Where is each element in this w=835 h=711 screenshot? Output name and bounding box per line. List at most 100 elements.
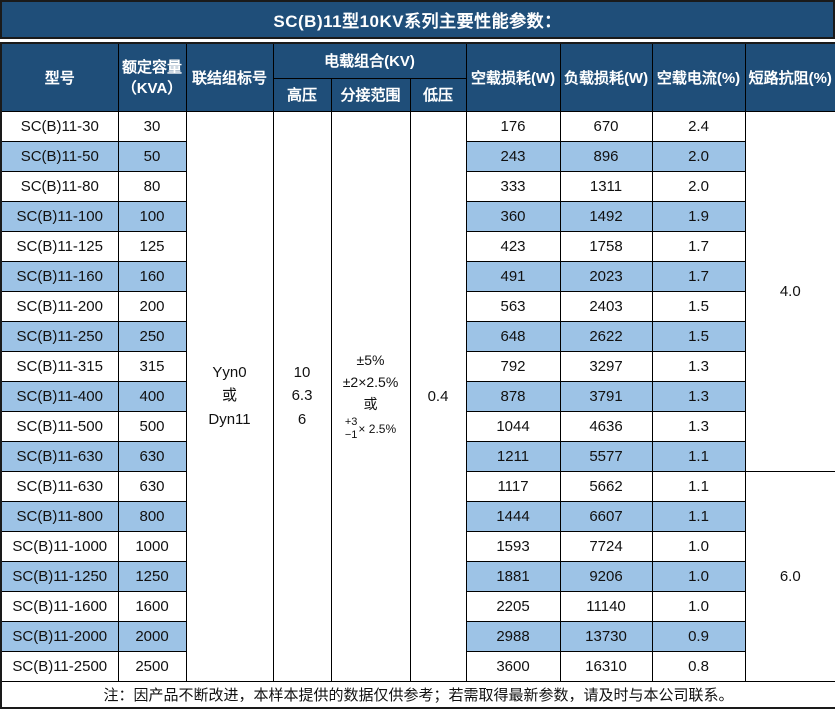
capacity-cell: 2000 (117, 620, 187, 652)
table-row: SC(B)11-1250 1250 1881 9206 1.0 (0, 560, 835, 592)
no-load-current-cell: 1.3 (651, 380, 746, 412)
capacity-cell: 200 (117, 290, 187, 322)
capacity-cell: 630 (117, 470, 187, 502)
load-loss-cell: 3297 (559, 350, 653, 382)
capacity-cell: 1000 (117, 530, 187, 562)
col-header-lv: 低压 (409, 77, 467, 112)
no-load-current-cell: 1.7 (651, 260, 746, 292)
hv-cell: 10 6.3 6 (272, 110, 332, 682)
model-cell: SC(B)11-50 (0, 140, 119, 172)
no-load-current-cell: 1.3 (651, 350, 746, 382)
model-cell: SC(B)11-1600 (0, 590, 119, 622)
model-cell: SC(B)11-250 (0, 320, 119, 352)
model-cell: SC(B)11-800 (0, 500, 119, 532)
capacity-cell: 100 (117, 200, 187, 232)
model-cell: SC(B)11-200 (0, 290, 119, 322)
footer-row: 注：因产品不断改进，本样本提供的数据仅供参考；若需取得最新参数，请及时与本公司联… (0, 680, 835, 709)
no-load-loss-cell: 1444 (465, 500, 561, 532)
capacity-cell: 250 (117, 320, 187, 352)
capacity-cell: 125 (117, 230, 187, 262)
no-load-current-cell: 1.0 (651, 590, 746, 622)
load-loss-cell: 1492 (559, 200, 653, 232)
load-loss-cell: 896 (559, 140, 653, 172)
table-row: SC(B)11-800 800 1444 6607 1.1 (0, 500, 835, 532)
no-load-loss-cell: 563 (465, 290, 561, 322)
no-load-current-cell: 1.0 (651, 560, 746, 592)
table-row: SC(B)11-500 500 1044 4636 1.3 (0, 410, 835, 442)
tap-range-line: ±5% (356, 352, 385, 369)
model-cell: SC(B)11-160 (0, 260, 119, 292)
tap-range-stacked: +3 −1 × 2.5% (334, 416, 408, 441)
capacity-cell: 80 (117, 170, 187, 202)
col-header-tap-range: 分接范围 (330, 77, 411, 112)
no-load-loss-cell: 648 (465, 320, 561, 352)
no-load-current-cell: 1.1 (651, 440, 746, 472)
no-load-current-cell: 2.0 (651, 170, 746, 202)
no-load-current-cell: 1.1 (651, 500, 746, 532)
col-header-capacity-line2: （KVA） (121, 80, 183, 98)
load-loss-cell: 16310 (559, 650, 653, 682)
tap-range-line: 或 (363, 395, 378, 412)
model-cell: SC(B)11-400 (0, 380, 119, 412)
impedance-cell: 4.0 (744, 110, 835, 472)
col-header-model: 型号 (0, 42, 119, 112)
col-header-no-load-current: 空载电流(%) (651, 42, 746, 112)
load-loss-cell: 1758 (559, 230, 653, 262)
capacity-cell: 800 (117, 500, 187, 532)
capacity-cell: 1250 (117, 560, 187, 592)
model-cell: SC(B)11-630 (0, 440, 119, 472)
no-load-loss-cell: 878 (465, 380, 561, 412)
no-load-loss-cell: 3600 (465, 650, 561, 682)
model-cell: SC(B)11-80 (0, 170, 119, 202)
load-loss-cell: 2622 (559, 320, 653, 352)
no-load-current-cell: 0.9 (651, 620, 746, 652)
header-row-top: 型号 额定容量 （KVA） 联结组标号 电载组合(KV) 空载损耗(W) 负载损… (0, 42, 835, 112)
no-load-loss-cell: 1117 (465, 470, 561, 502)
model-cell: SC(B)11-630 (0, 470, 119, 502)
col-header-hv: 高压 (272, 77, 332, 112)
table-row: SC(B)11-100 100 360 1492 1.9 (0, 200, 835, 232)
no-load-loss-cell: 360 (465, 200, 561, 232)
table-row: SC(B)11-400 400 878 3791 1.3 (0, 380, 835, 412)
col-header-load-loss: 负载损耗(W) (559, 42, 653, 112)
table-row: SC(B)11-125 125 423 1758 1.7 (0, 230, 835, 262)
capacity-cell: 160 (117, 260, 187, 292)
load-loss-cell: 7724 (559, 530, 653, 562)
table-row: SC(B)11-2500 2500 3600 16310 0.8 (0, 650, 835, 682)
load-loss-cell: 670 (559, 110, 653, 142)
table-header: 型号 额定容量 （KVA） 联结组标号 电载组合(KV) 空载损耗(W) 负载损… (0, 42, 835, 112)
table-row: SC(B)11-30 30 Yyn0 或 Dyn11 10 6.3 6 ±5% ±2×2.… (0, 110, 835, 682)
tap-range-stacked-suffix: × 2.5% (358, 421, 397, 436)
vector-group-cell: Yyn0 或 Dyn11 (185, 110, 274, 682)
table-row: SC(B)11-50 50 243 896 2.0 (0, 140, 835, 172)
footer-note: 注：因产品不断改进，本样本提供的数据仅供参考；若需取得最新参数，请及时与本公司联… (0, 680, 835, 709)
table-footer: 注：因产品不断改进，本样本提供的数据仅供参考；若需取得最新参数，请及时与本公司联… (0, 680, 835, 709)
col-header-vector-group: 联结组标号 (185, 42, 274, 112)
load-loss-cell: 11140 (559, 590, 653, 622)
table-title: SC(B)11型10KV系列主要性能参数： (0, 0, 835, 39)
no-load-loss-cell: 176 (465, 110, 561, 142)
load-loss-cell: 4636 (559, 410, 653, 442)
capacity-cell: 1600 (117, 590, 187, 622)
no-load-loss-cell: 491 (465, 260, 561, 292)
load-loss-cell: 3791 (559, 380, 653, 412)
capacity-cell: 630 (117, 440, 187, 472)
no-load-loss-cell: 792 (465, 350, 561, 382)
tap-range-stacked-values: +3 −1 (344, 416, 358, 442)
model-cell: SC(B)11-1250 (0, 560, 119, 592)
capacity-cell: 400 (117, 380, 187, 412)
load-loss-cell: 6607 (559, 500, 653, 532)
table-row: SC(B)11-160 160 491 2023 1.7 (0, 260, 835, 292)
load-loss-cell: 1311 (559, 170, 653, 202)
table-row: SC(B)11-200 200 563 2403 1.5 (0, 290, 835, 322)
model-cell: SC(B)11-2000 (0, 620, 119, 652)
model-cell: SC(B)11-100 (0, 200, 119, 232)
table-row: SC(B)11-315 315 792 3297 1.3 (0, 350, 835, 382)
capacity-cell: 2500 (117, 650, 187, 682)
no-load-loss-cell: 1593 (465, 530, 561, 562)
col-header-load-combo: 电载组合(KV) (272, 42, 467, 79)
capacity-cell: 500 (117, 410, 187, 442)
table-row: SC(B)11-630 630 1211 5577 1.1 (0, 440, 835, 472)
no-load-current-cell: 1.0 (651, 530, 746, 562)
